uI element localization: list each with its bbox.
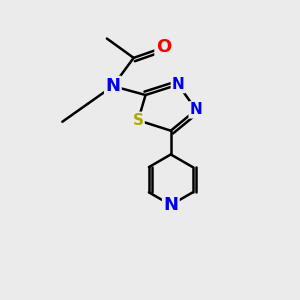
Text: N: N [163, 196, 178, 214]
Text: N: N [190, 102, 202, 117]
Text: N: N [105, 77, 120, 95]
Text: S: S [133, 113, 144, 128]
Text: O: O [156, 38, 171, 56]
Text: N: N [172, 77, 184, 92]
